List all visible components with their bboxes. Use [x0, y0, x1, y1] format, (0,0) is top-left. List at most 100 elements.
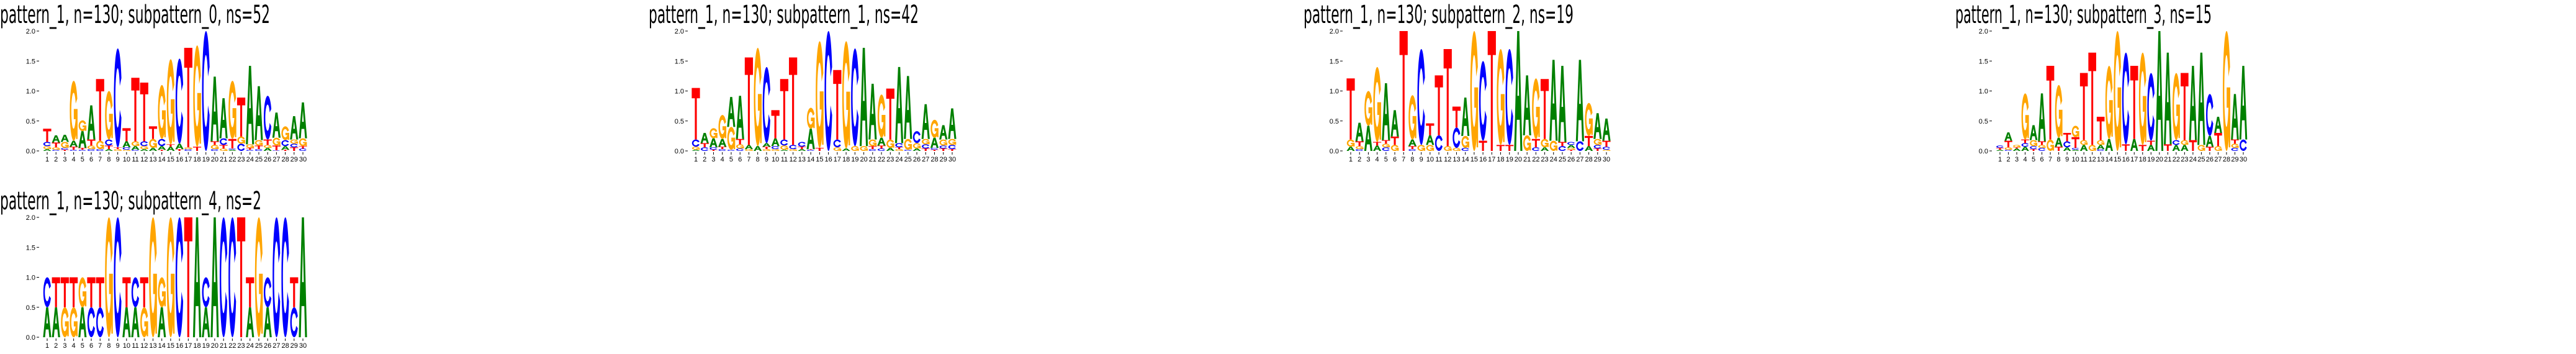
logo-position-stack [140, 277, 148, 337]
logo-position-stack [78, 277, 87, 337]
x-tick-label: 2 [2006, 156, 2010, 163]
logo-letter-C [175, 58, 184, 144]
logo-letter-T [2130, 65, 2138, 139]
logo-letter-G [158, 277, 166, 307]
logo-letter-A [192, 217, 202, 337]
logo-position-stack [1479, 61, 1487, 151]
logo-position-stack [824, 31, 832, 151]
logo-letter-G [2231, 143, 2239, 148]
logo-letter-A [78, 131, 87, 148]
logo-letter-A [1996, 150, 2004, 151]
logo-letter-G [2038, 145, 2046, 148]
logo-position-stack [2046, 65, 2055, 151]
logo-letter-C [158, 138, 166, 147]
logo-letter-A [254, 86, 263, 140]
x-tick-label: 23 [2181, 156, 2188, 163]
logo-letter-C [1382, 147, 1390, 151]
x-tick-label: 23 [237, 156, 245, 163]
logo-letter-G [736, 144, 744, 149]
logo-letter-A [43, 307, 52, 337]
x-tick-label: 2 [703, 156, 706, 163]
logo-letter-T [184, 48, 192, 148]
logo-letter-A [210, 76, 219, 142]
logo-letter-G [210, 145, 219, 150]
logo-letter-G [2114, 31, 2122, 151]
logo-position-stack [122, 128, 131, 151]
logo-letter-A [1364, 125, 1373, 151]
logo-letter-C [2172, 140, 2180, 145]
x-tick-label: 15 [816, 156, 823, 163]
logo-position-stack [1549, 60, 1558, 151]
x-tick-label: 24 [1550, 156, 1557, 163]
logo-letter-G [2223, 31, 2230, 151]
logo-position-stack [1364, 91, 1373, 151]
x-tick-label: 13 [798, 156, 806, 163]
logo-letter-T [877, 145, 886, 149]
logo-position-stack [131, 78, 140, 151]
logo-position-stack [1575, 60, 1584, 151]
logo-position-stack [114, 217, 122, 337]
logo-letter-T [263, 139, 272, 145]
x-tick-label: 26 [913, 156, 921, 163]
logo-position-stack [806, 107, 815, 151]
logo-position-stack [842, 41, 850, 151]
y-tick-label: 1.0 [675, 88, 684, 96]
logo-plot: 0.00.51.01.52.01 2 3 4 5 6 7 8 9 10 11 12 13 14 15 16 17… [1330, 28, 1611, 163]
logo-position-stack [1584, 102, 1593, 151]
logo-letter-G [1567, 148, 1575, 150]
x-tick-label: 20 [1515, 156, 1522, 163]
logo-position-stack [1382, 83, 1390, 151]
x-tick-label: 8 [756, 156, 760, 163]
x-tick-label: 19 [1506, 156, 1513, 163]
logo-letter-A [912, 148, 921, 151]
logo-letter-C [1996, 145, 2004, 148]
logo-letter-A [1382, 83, 1390, 140]
logo-letter-C [78, 150, 86, 151]
logo-letter-G [237, 136, 245, 144]
logo-letter-T [1355, 141, 1364, 147]
logo-letter-C [237, 143, 245, 151]
logo-letter-C [184, 149, 192, 151]
logo-letter-C [1558, 146, 1566, 151]
logo-letter-G [219, 148, 228, 151]
logo-position-stack [1434, 75, 1443, 151]
logo-position-stack [1346, 78, 1355, 151]
logo-position-stack [228, 81, 236, 151]
logo-letter-T [1382, 140, 1390, 144]
x-tick-label: 4 [721, 156, 724, 163]
logo-position-stack [2181, 73, 2189, 151]
logo-letter-G [789, 149, 798, 151]
x-tick-label: 9 [116, 342, 120, 350]
logo-letter-T [70, 147, 78, 150]
x-tick-label: 27 [1576, 156, 1583, 163]
logo-position-stack [2155, 31, 2164, 151]
x-tick-label: 28 [1585, 156, 1592, 163]
x-tick-label: 11 [1435, 156, 1442, 163]
logo-position-stack [1470, 31, 1479, 151]
logo-letter-A [1549, 60, 1558, 141]
logo-letter-T [272, 145, 281, 151]
x-tick-label: 16 [2122, 156, 2130, 163]
logo-letter-A [754, 146, 762, 151]
logo-letter-T [2096, 116, 2105, 140]
y-tick-label: 0.0 [26, 334, 35, 342]
logo-position-stack [236, 217, 246, 337]
logo-position-stack [122, 277, 131, 337]
logo-position-stack [930, 119, 939, 151]
logo-position-stack [754, 48, 762, 151]
logo-position-stack [1514, 31, 1523, 151]
logo-letter-C [281, 217, 289, 337]
x-tick-label: 29 [290, 342, 298, 350]
x-tick-label: 20 [211, 342, 218, 350]
x-tick-label: 27 [272, 156, 280, 163]
logo-letter-A [52, 135, 60, 143]
logo-letter-T [2046, 65, 2055, 140]
logo-position-stack [1558, 65, 1567, 151]
logo-letter-A [1523, 75, 1531, 135]
logo-letter-T [868, 146, 877, 150]
logo-position-stack [219, 217, 228, 337]
logo-position-stack [149, 217, 157, 337]
logo-letter-G [1373, 66, 1381, 142]
logo-letter-T [1593, 148, 1602, 151]
x-tick-label: 10 [2072, 156, 2079, 163]
